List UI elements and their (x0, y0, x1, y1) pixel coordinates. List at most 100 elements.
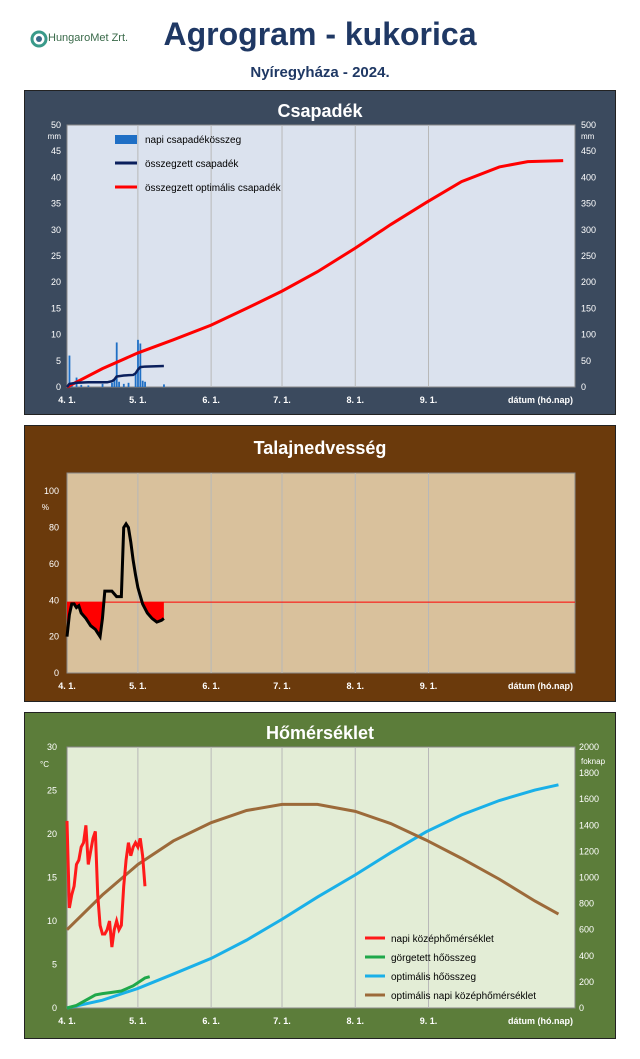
x-tick-label: 5. 1. (129, 1016, 147, 1026)
y-tick-label-left: 45 (51, 146, 61, 156)
daily-precip-bar (115, 342, 118, 387)
x-tick-label: 7. 1. (273, 395, 291, 405)
legend-label: összegzett csapadék (145, 159, 239, 170)
y-tick-label-right: 800 (579, 899, 594, 909)
y-tick-label-left: 30 (47, 742, 57, 752)
x-tick-label: 9. 1. (420, 1016, 438, 1026)
y-tick-label: 40 (49, 595, 59, 605)
y-tick-label-left: 50 (51, 120, 61, 130)
y-tick-label: 60 (49, 559, 59, 569)
x-tick-label: 4. 1. (58, 1016, 76, 1026)
daily-precip-bar (139, 343, 142, 387)
x-tick-label: 5. 1. (129, 681, 147, 691)
daily-precip-bar (111, 382, 113, 387)
y-tick-label-right: 500 (581, 120, 596, 130)
daily-precip-bar (101, 383, 104, 387)
y-tick-label-left: 5 (52, 960, 57, 970)
daily-precip-bar (68, 355, 71, 387)
x-axis-label: dátum (hó.nap) (508, 395, 573, 405)
y-tick-label-right: 1400 (579, 820, 599, 830)
soil-moisture-panel: Talajnedvesség 4. 1. 5. 1. 6. 1. 7. 1. 8. 1.… (24, 425, 616, 702)
daily-precip-bar (141, 380, 144, 387)
x-tick-label: 8. 1. (347, 681, 365, 691)
y-tick-label-left: 30 (51, 225, 61, 235)
y-unit-left: % (42, 503, 49, 512)
daily-precip-bar (113, 379, 116, 387)
y-tick-label-right: 1600 (579, 794, 599, 804)
y-tick-label-right: 600 (579, 925, 594, 935)
y-tick-label-right: 50 (581, 356, 591, 366)
y-tick-label-left: 20 (47, 829, 57, 839)
daily-precip-bar (137, 339, 139, 387)
x-tick-label: 4. 1. (58, 395, 76, 405)
y-tick-label-right: 400 (579, 951, 594, 961)
daily-precip-bar (87, 385, 90, 387)
plot-area (66, 124, 576, 388)
y-tick-label-right: 0 (579, 1003, 584, 1013)
soil-moisture-chart: 4. 1. 5. 1. 6. 1. 7. 1. 8. 1. 9. 1. dátum (hó.… (42, 472, 576, 691)
legend-label: optimális hőösszeg (391, 972, 476, 983)
optimal-heat-sum-line (66, 783, 559, 1010)
y-unit-right: mm (581, 132, 595, 141)
optimal-daily-temp-line (65, 802, 560, 931)
y-tick-label-left: 20 (51, 277, 61, 287)
legend-label: optimális napi középhőmérséklet (391, 991, 536, 1002)
x-axis-label: dátum (hó.nap) (508, 681, 573, 691)
hungaromet-logo: HungaroMet Zrt. (30, 30, 150, 50)
y-tick-label-left: 15 (47, 873, 57, 883)
y-tick-label-left: 15 (51, 303, 61, 313)
daily-precip-bar (134, 373, 137, 387)
y-tick-label-left: 5 (56, 356, 61, 366)
daily-precip-bar (163, 384, 165, 387)
precipitation-panel: Csapadék 4. 1. 5. 1. 6. 1. 7. 1. 8. 1. 9. 1. d… (24, 90, 616, 415)
y-tick-label: 80 (49, 523, 59, 533)
y-tick-label-left: 0 (56, 382, 61, 392)
daily-precip-bar (80, 384, 83, 387)
soil-moisture-title: Talajnedvesség (253, 438, 387, 458)
y-tick-label-right: 200 (581, 277, 596, 287)
y-tick-label-right: 200 (579, 977, 594, 987)
x-tick-label: 8. 1. (347, 395, 365, 405)
legend-swatch-bars (115, 135, 137, 144)
y-tick-label-right: 1800 (579, 768, 599, 778)
y-tick-label: 100 (44, 486, 59, 496)
precipitation-title: Csapadék (277, 101, 363, 121)
plot-area (66, 472, 576, 674)
y-tick-label-left: 0 (52, 1003, 57, 1013)
x-tick-label: 9. 1. (420, 681, 438, 691)
y-unit-left: mm (48, 132, 62, 141)
y-tick-label: 20 (49, 632, 59, 642)
y-tick-label-left: 25 (51, 251, 61, 261)
y-tick-label-right: 300 (581, 225, 596, 235)
cumulative-precip-line (66, 364, 164, 388)
legend-label: napi csapadékösszeg (145, 135, 241, 146)
y-tick-label-right: 0 (581, 382, 586, 392)
daily-precip-bar (118, 381, 120, 387)
page-subtitle: Nyíregyháza - 2024. (250, 64, 390, 81)
x-axis-label: dátum (hó.nap) (508, 1016, 573, 1026)
temperature-title: Hőmérséklet (265, 723, 375, 743)
daily-precip-bar (127, 382, 130, 387)
x-tick-label: 5. 1. (129, 395, 147, 405)
y-tick-label-left: 10 (47, 916, 57, 926)
y-tick-label-right: 1000 (579, 873, 599, 883)
precipitation-chart: 4. 1. 5. 1. 6. 1. 7. 1. 8. 1. 9. 1. dátum (hó.… (48, 120, 596, 405)
x-tick-label: 6. 1. (202, 1016, 220, 1026)
temperature-chart: 4. 1. 5. 1. 6. 1. 7. 1. 8. 1. 9. 1. dátum (hó.… (40, 742, 606, 1026)
x-tick-label: 6. 1. (202, 395, 220, 405)
y-unit-right: foknap (581, 757, 606, 766)
y-tick-label-left: 10 (51, 330, 61, 340)
logo-text: HungaroMet Zrt. (48, 32, 129, 44)
temperature-panel: Hőmérséklet 4. 1. 5. 1. 6. 1. 7. 1. 8. 1. 9. … (24, 712, 616, 1039)
y-tick-label-left: 40 (51, 172, 61, 182)
daily-precip-bar (144, 381, 146, 387)
legend-label: napi középhőmérséklet (391, 934, 494, 945)
rolling-heat-sum-line (66, 975, 151, 1010)
y-tick-label-left: 35 (51, 199, 61, 209)
logo-icon (30, 30, 48, 48)
legend-label: görgetett hőösszeg (391, 953, 476, 964)
page-title: Agrogram - kukorica (163, 16, 477, 52)
y-tick-label-right: 450 (581, 146, 596, 156)
y-unit-left: °C (40, 760, 49, 769)
y-tick-label-right: 350 (581, 199, 596, 209)
